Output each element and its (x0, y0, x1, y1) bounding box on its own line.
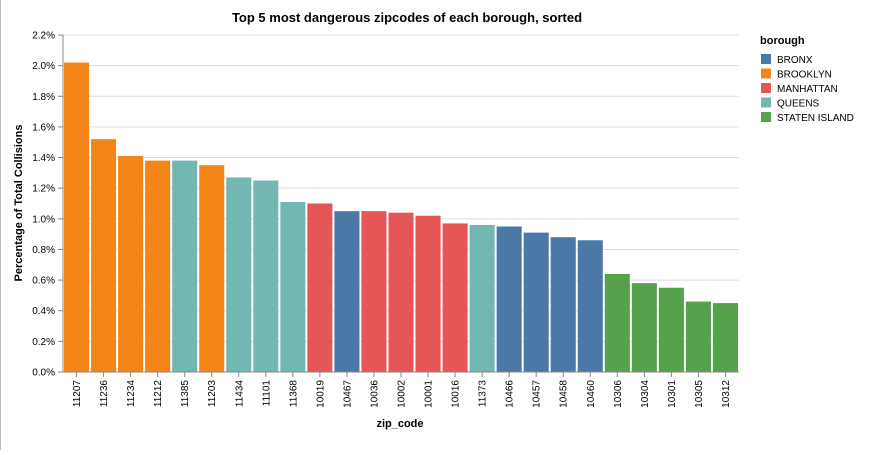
x-tick-label: 10305 (694, 380, 705, 408)
bar-11234 (118, 156, 144, 372)
bar-11212 (145, 160, 171, 372)
window-edge (0, 0, 1, 450)
bar-11373 (469, 224, 495, 372)
x-tick-label: 10301 (667, 380, 678, 408)
y-tick-label: 1.0% (32, 214, 55, 225)
x-tick-label: 11368 (288, 380, 299, 408)
y-tick-label: 0.0% (32, 368, 55, 379)
x-tick-label: 10016 (451, 380, 462, 408)
legend-swatch (761, 68, 771, 79)
legend-label: MANHATTAN (777, 84, 838, 95)
x-tick-label: 10460 (586, 380, 597, 408)
bar-10001 (415, 215, 441, 372)
bar-10312 (712, 303, 738, 372)
bars (64, 62, 738, 373)
y-tick-label: 2.2% (32, 31, 55, 42)
x-tick-label: 10458 (559, 380, 570, 408)
bar-11207 (64, 62, 90, 373)
bar-10467 (334, 211, 360, 372)
x-tick-label: 11101 (261, 380, 272, 407)
bar-11203 (199, 165, 225, 372)
legend-label: QUEENS (777, 99, 820, 110)
x-tick-label: 10312 (721, 380, 732, 408)
y-tick-label: 1.2% (32, 184, 55, 195)
x-tick-label: 10002 (397, 380, 408, 408)
bar-10460 (577, 240, 603, 372)
y-tick-label: 1.6% (32, 122, 55, 133)
legend-swatch (761, 97, 771, 108)
legend-label: STATEN ISLAND (777, 113, 854, 124)
x-tick-label: 11234 (126, 380, 137, 408)
legend-swatch (761, 54, 771, 64)
y-tick-label: 0.4% (32, 306, 55, 317)
bar-10036 (361, 211, 387, 372)
x-tick-label: 10304 (640, 380, 651, 408)
x-tick-label: 11373 (478, 380, 489, 408)
legend-swatch (761, 83, 771, 93)
legend-label: BRONX (777, 55, 813, 66)
chart-title: Top 5 most dangerous zipcodes of each bo… (232, 10, 582, 25)
x-tick-label: 11385 (180, 380, 191, 408)
x-tick-label: 11203 (207, 380, 218, 408)
bar-10304 (631, 283, 657, 372)
y-tick-label: 0.2% (32, 337, 55, 348)
bar-11236 (91, 139, 117, 372)
y-tick-label: 1.4% (32, 153, 55, 164)
bar-11101 (253, 180, 279, 372)
bar-10466 (496, 226, 522, 372)
bar-11434 (226, 177, 252, 372)
bar-11368 (280, 201, 306, 372)
x-tick-label: 11207 (72, 380, 83, 408)
x-tick-label: 10306 (613, 380, 624, 408)
bar-10002 (388, 212, 414, 372)
x-axis-title: zip_code (376, 418, 423, 430)
x-tick-label: 10466 (505, 380, 516, 408)
x-tick-label: 10019 (315, 380, 326, 408)
legend-swatch (761, 112, 771, 122)
bar-10016 (442, 223, 468, 372)
legend-title: borough (760, 35, 805, 47)
x-tick-label: 10457 (532, 380, 543, 408)
legend-items: BRONX BROOKLYN MANHATTAN QUEENS STATEN ISLAN… (761, 54, 854, 124)
bar-10019 (307, 203, 333, 372)
bar-10306 (604, 273, 630, 372)
bar-10457 (523, 232, 549, 372)
y-tick-label: 0.8% (32, 245, 55, 256)
x-tick-label: 11236 (99, 380, 110, 408)
bar-10305 (685, 301, 711, 372)
x-tick-label: 11212 (153, 380, 164, 408)
y-ticks: 0.0% 0.2% 0.4% 0.6% 0.8% 1.0% 1.2% 1.4% 1.6% 1.8%… (32, 31, 63, 379)
bar-11385 (172, 160, 198, 372)
y-tick-label: 0.6% (32, 276, 55, 287)
x-ticks: 11207 11236 11234 11212 11385 11203 11434 11101… (72, 372, 732, 408)
x-tick-label: 10036 (369, 380, 380, 408)
x-tick-label: 11434 (234, 380, 245, 408)
x-tick-label: 10001 (424, 380, 435, 408)
x-tick-label: 10467 (342, 380, 353, 408)
y-axis-title: Percentage of Total Collisions (13, 125, 25, 282)
y-tick-label: 1.8% (32, 92, 55, 103)
bar-10301 (658, 287, 684, 372)
y-tick-label: 2.0% (32, 61, 55, 72)
bar-10458 (550, 237, 576, 372)
legend-label: BROOKLYN (777, 70, 832, 81)
legend: borough BRONX BROOKLYN MANHATTAN QUEENS STAT… (760, 35, 854, 124)
